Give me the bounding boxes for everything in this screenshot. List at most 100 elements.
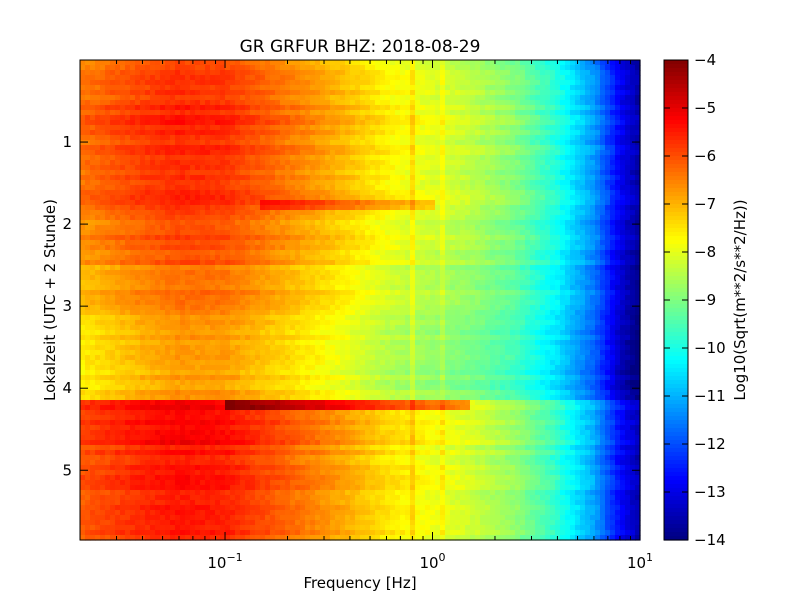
- heatmap-cell: [440, 120, 446, 126]
- heatmap-cell: [420, 100, 426, 106]
- heatmap-cell: [385, 125, 391, 131]
- heatmap-cell: [610, 185, 616, 191]
- heatmap-cell: [385, 155, 391, 161]
- heatmap-cell: [500, 105, 506, 111]
- heatmap-cell: [145, 70, 151, 76]
- heatmap-cell: [325, 90, 331, 96]
- heatmap-cell: [230, 100, 236, 106]
- heatmap-cell: [100, 135, 106, 141]
- heatmap-cell: [265, 215, 271, 221]
- heatmap-cell: [590, 180, 596, 186]
- heatmap-cell: [385, 110, 391, 116]
- heatmap-cell: [100, 265, 106, 271]
- heatmap-cell: [395, 70, 401, 76]
- heatmap-cell: [80, 190, 86, 196]
- heatmap-cell: [405, 185, 411, 191]
- heatmap-cell: [500, 145, 506, 151]
- heatmap-cell: [420, 165, 426, 171]
- heatmap-cell: [180, 255, 186, 261]
- heatmap-cell: [445, 245, 451, 251]
- heatmap-cell: [135, 220, 141, 226]
- heatmap-cell: [420, 180, 426, 186]
- heatmap-cell: [270, 195, 276, 201]
- heatmap-cell: [415, 155, 421, 161]
- heatmap-cell: [245, 225, 251, 231]
- heatmap-cell: [485, 95, 491, 101]
- heatmap-cell: [150, 75, 156, 81]
- heatmap-cell: [140, 75, 146, 81]
- heatmap-cell: [460, 265, 466, 271]
- heatmap-cell: [330, 105, 336, 111]
- heatmap-cell: [355, 250, 361, 256]
- heatmap-cell: [390, 70, 396, 76]
- heatmap-cell: [340, 130, 346, 136]
- heatmap-cell: [395, 75, 401, 81]
- heatmap-cell: [605, 245, 611, 251]
- heatmap-cell: [380, 245, 386, 251]
- heatmap-cell: [530, 250, 536, 256]
- heatmap-cell: [265, 200, 271, 206]
- heatmap-cell: [320, 130, 326, 136]
- heatmap-cell: [420, 210, 426, 216]
- heatmap-cell: [445, 270, 451, 276]
- heatmap-cell: [480, 165, 486, 171]
- heatmap-cell: [375, 180, 381, 186]
- heatmap-cell: [445, 175, 451, 181]
- heatmap-cell: [415, 140, 421, 146]
- heatmap-cell: [595, 75, 601, 81]
- heatmap-cell: [355, 75, 361, 81]
- heatmap-cell: [160, 255, 166, 261]
- heatmap-cell: [295, 130, 301, 136]
- heatmap-cell: [465, 250, 471, 256]
- heatmap-cell: [210, 165, 216, 171]
- heatmap-cell: [605, 180, 611, 186]
- heatmap-cell: [380, 100, 386, 106]
- heatmap-cell: [595, 100, 601, 106]
- heatmap-cell: [95, 155, 101, 161]
- heatmap-cell: [580, 175, 586, 181]
- heatmap-cell: [510, 195, 516, 201]
- heatmap-cell: [450, 90, 456, 96]
- heatmap-cell: [540, 90, 546, 96]
- heatmap-cell: [155, 280, 161, 286]
- heatmap-cell: [330, 100, 336, 106]
- heatmap-cell: [215, 155, 221, 161]
- heatmap-cell: [515, 200, 521, 206]
- heatmap-cell: [350, 90, 356, 96]
- heatmap-cell: [180, 110, 186, 116]
- heatmap-cell: [400, 150, 406, 156]
- heatmap-cell: [510, 110, 516, 116]
- heatmap-cell: [120, 250, 126, 256]
- heatmap-cell: [300, 75, 306, 81]
- heatmap-cell: [515, 75, 521, 81]
- heatmap-cell: [575, 65, 581, 71]
- heatmap-cell: [350, 140, 356, 146]
- heatmap-cell: [320, 240, 326, 246]
- heatmap-cell: [465, 255, 471, 261]
- heatmap-cell: [325, 170, 331, 176]
- heatmap-cell: [410, 150, 416, 156]
- heatmap-cell: [300, 240, 306, 246]
- heatmap-cell: [250, 155, 256, 161]
- heatmap-cell: [335, 150, 341, 156]
- heatmap-cell: [205, 135, 211, 141]
- heatmap-cell: [455, 240, 461, 246]
- heatmap-cell: [155, 215, 161, 221]
- heatmap-cell: [130, 280, 136, 286]
- heatmap-cell: [195, 200, 201, 206]
- heatmap-cell: [620, 65, 626, 71]
- heatmap-cell: [135, 175, 141, 181]
- heatmap-cell: [95, 105, 101, 111]
- heatmap-cell: [335, 80, 341, 86]
- heatmap-cell: [560, 215, 566, 221]
- heatmap-cell: [110, 250, 116, 256]
- heatmap-cell: [440, 160, 446, 166]
- heatmap-cell: [575, 265, 581, 271]
- heatmap-cell: [595, 95, 601, 101]
- heatmap-cell: [415, 105, 421, 111]
- heatmap-cell: [150, 215, 156, 221]
- heatmap-cell: [155, 220, 161, 226]
- heatmap-cell: [170, 165, 176, 171]
- heatmap-cell: [455, 235, 461, 241]
- heatmap-cell: [625, 225, 631, 231]
